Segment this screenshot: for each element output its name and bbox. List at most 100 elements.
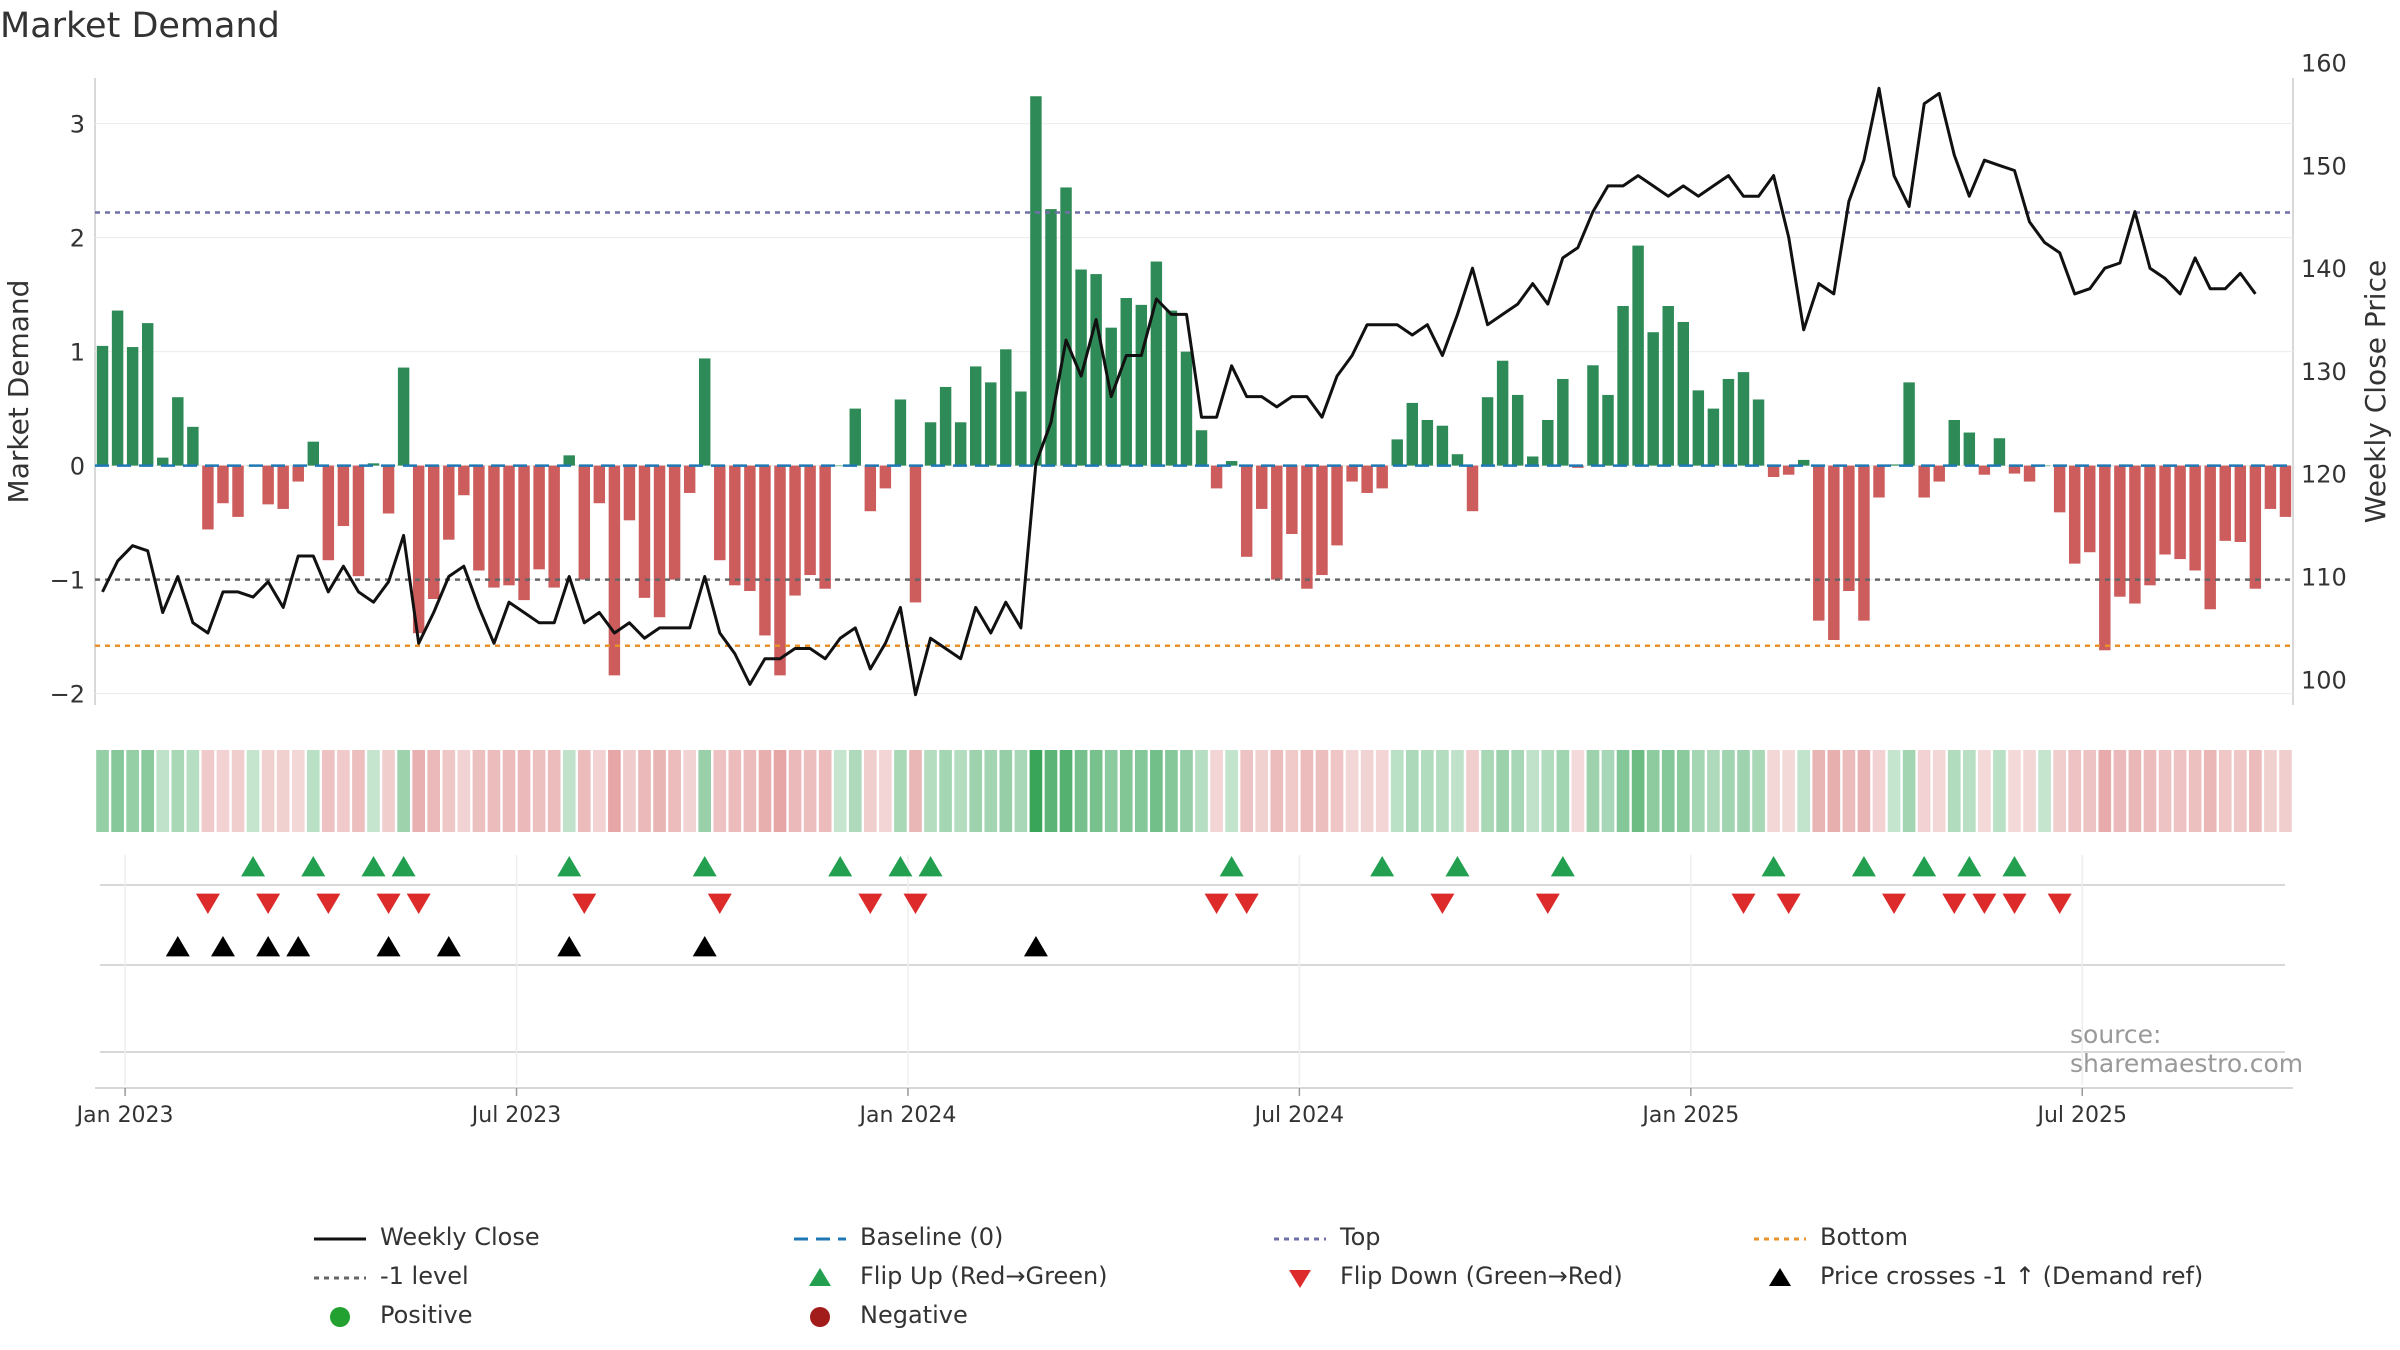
bar-negative [1843, 465, 1855, 591]
flip-down-marker [376, 893, 401, 914]
flip-up-marker [692, 856, 717, 877]
bar-positive [924, 422, 937, 466]
y2-tick-label: 100 [2301, 666, 2347, 694]
flip-down-marker [1535, 893, 1560, 914]
bar-positive [1632, 245, 1644, 466]
flip-down-marker [2002, 893, 2027, 914]
heat-strip-cell [758, 750, 772, 832]
heat-strip-cell [623, 750, 636, 832]
flip-up-marker [361, 856, 386, 877]
legend-marker-shape [809, 1268, 831, 1286]
heat-strip-cell [1857, 750, 1871, 832]
bar-negative [2189, 465, 2201, 571]
bar-negative [593, 465, 606, 504]
y2-tick-label: 130 [2301, 358, 2347, 386]
legend-label: Top [1340, 1223, 1381, 1251]
bar-negative [2053, 465, 2066, 513]
bar-negative [653, 465, 666, 618]
flip-up-marker [918, 856, 943, 877]
bar-negative [1466, 465, 1479, 512]
bar-negative [2234, 465, 2247, 542]
price-cross-marker [692, 936, 717, 957]
bar-negative [352, 465, 365, 577]
heat-strip-cell [276, 750, 290, 832]
bar-positive [1752, 399, 1765, 466]
flip-down-marker [316, 893, 341, 914]
bar-positive [1406, 402, 1419, 466]
y-axis-label: Market Demand [2, 280, 35, 504]
bar-negative [2204, 465, 2216, 610]
heat-strip-cell [1059, 750, 1073, 832]
heat-strip-cell [1902, 750, 1916, 832]
heat-strip-cell [1526, 750, 1540, 832]
heat-strip-cell [1165, 750, 1178, 832]
heat-strip-cell [2098, 750, 2112, 832]
flip-up-marker [1851, 856, 1876, 877]
heat-strip-cell [1496, 750, 1509, 832]
heat-strip-cell [1451, 750, 1464, 832]
bar-negative [322, 465, 335, 561]
bar-positive [307, 441, 320, 466]
heat-strip-cell [291, 750, 305, 832]
heat-strip-cell [306, 750, 320, 832]
heat-strip-cell [517, 750, 531, 832]
bar-positive [1391, 439, 1403, 466]
y-tick-label: −2 [50, 681, 85, 709]
flip-up-marker [2002, 856, 2027, 877]
heat-strip-cell [1150, 750, 1163, 832]
heat-strip-cell [1119, 750, 1133, 832]
heat-strip-cell [2158, 750, 2172, 832]
heat-strip-cell [2279, 750, 2292, 832]
heat-strip-cell [412, 750, 426, 832]
x-tick-label: Jan 2025 [1640, 1103, 1739, 1128]
flip-down-marker [256, 893, 281, 914]
heat-strip-cell [1300, 750, 1314, 832]
heat-strip-cell [1917, 750, 1931, 832]
heat-strip-cell [96, 750, 109, 832]
flip-down-marker [707, 893, 732, 914]
bar-negative [789, 465, 801, 596]
bar-positive [1677, 321, 1690, 466]
bar-positive [1150, 261, 1163, 466]
heat-strip-cell [442, 750, 456, 832]
bar-negative [2084, 465, 2096, 553]
bar-negative [1782, 465, 1795, 475]
flip-down-marker [1731, 893, 1756, 914]
heat-strip-cell [984, 750, 998, 832]
heat-strip-cell [863, 750, 877, 832]
bar-negative [548, 465, 560, 588]
x-tick-label: Jul 2023 [470, 1103, 562, 1128]
price-cross-marker [165, 936, 190, 957]
bar-positive [1060, 187, 1072, 466]
legend-label: Baseline (0) [860, 1223, 1004, 1251]
bar-positive [187, 426, 199, 466]
bar-negative [1873, 465, 1885, 498]
bar-negative [1828, 465, 1840, 641]
bar-negative [202, 465, 214, 530]
heat-strip-cell [502, 750, 516, 832]
legend-marker-shape [810, 1307, 830, 1327]
heat-strip-cell [2128, 750, 2142, 832]
y-tick-label: 0 [70, 453, 85, 481]
heat-strip-cell [457, 750, 471, 832]
heat-strip-cell [743, 750, 757, 832]
heat-strip-cell [1360, 750, 1374, 832]
heat-strip-cell [1752, 750, 1765, 832]
bar-positive [849, 408, 861, 466]
flip-down-marker [1972, 893, 1997, 914]
y2-tick-label: 150 [2301, 152, 2347, 180]
flip-down-marker [1204, 893, 1229, 914]
heat-strip-cell [1330, 750, 1344, 832]
bar-positive [1180, 351, 1193, 466]
heat-strip-cell [713, 750, 727, 832]
heat-strip-cell [608, 750, 621, 832]
heat-strip-cell [1134, 750, 1148, 832]
bar-negative [2159, 465, 2171, 555]
heat-strip-cell [261, 750, 275, 832]
heat-strip-cell [788, 750, 802, 832]
bar-positive [126, 347, 139, 466]
x-tick-label: Jan 2024 [858, 1103, 957, 1128]
bar-negative [488, 465, 500, 588]
bar-positive [1948, 420, 1960, 466]
heat-strip-cell [2143, 750, 2157, 832]
